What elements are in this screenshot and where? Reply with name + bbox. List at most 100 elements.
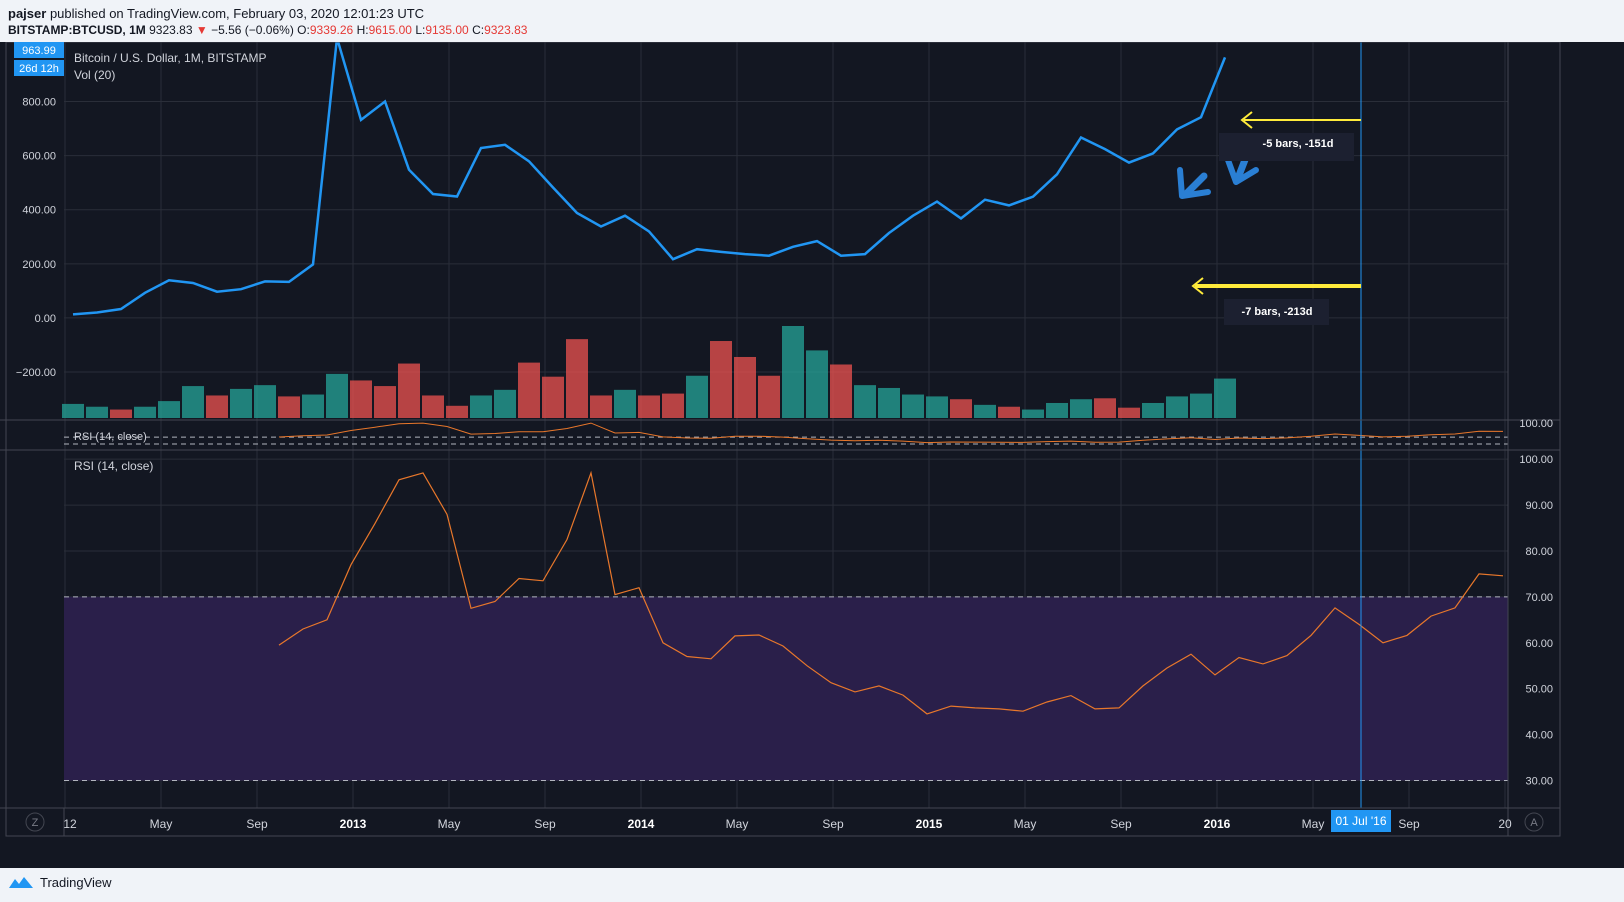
chart-container[interactable]: 800.00 600.00 400.00 200.00 0.00 −200.00 100.… [0, 37, 1624, 868]
price-tick-label: −200.00 [16, 367, 56, 379]
volume-bar [1046, 402, 1068, 418]
rsi-mini-line [278, 422, 1504, 444]
volume-bar [542, 376, 564, 418]
time-tick-label: 2014 [628, 817, 655, 831]
countdown-tag-text: 26d 12h [19, 63, 59, 75]
volume-bar [1070, 399, 1092, 418]
measure-label-1-bg [1219, 133, 1354, 161]
hand-arrowhead-2 [1225, 157, 1259, 185]
z-button[interactable] [25, 812, 45, 832]
volume-bar [950, 399, 972, 418]
rsi-line [278, 470, 1504, 715]
measure-label-2-bg [1224, 299, 1329, 325]
down-arrow-icon: ▼ [195, 23, 208, 37]
volume-bar [926, 396, 948, 418]
measure-label-2[interactable]: -7 bars, -213d [1242, 306, 1313, 318]
low-value: 9135.00 [425, 23, 469, 37]
rsi-axis[interactable]: 100.00 90.00 80.00 70.00 60.00 50.00 40.00 30.0… [1519, 418, 1553, 787]
price-axis[interactable]: 800.00 600.00 400.00 200.00 0.00 −200.00 [16, 97, 56, 380]
auto-scale-label[interactable]: A [1530, 817, 1538, 829]
volume-bar [854, 385, 876, 418]
time-tick-label: May [1302, 817, 1325, 831]
volume-bar [590, 395, 612, 418]
rsi-mini-legend[interactable]: RSI (14, close) [74, 431, 147, 443]
rsi-tick-label: 90.00 [1525, 500, 1553, 512]
volume-bar [758, 375, 780, 418]
brand-name: TradingView [40, 874, 112, 890]
volume-bar [1118, 407, 1140, 418]
open-label: O: [297, 23, 310, 37]
volume-bar [710, 341, 732, 418]
volume-bar [446, 405, 468, 418]
cursor-date-tag [1331, 810, 1391, 832]
volume-bar [1190, 393, 1212, 418]
last-price-tag [14, 42, 64, 58]
rsi-tick-label: 100.00 [1519, 454, 1553, 466]
volume-bar [686, 375, 708, 418]
time-tick-label: May [1014, 817, 1037, 831]
series-legend-title[interactable]: Bitcoin / U.S. Dollar, 1M, BITSTAMP [74, 51, 267, 65]
volume-legend[interactable]: Vol (20) [74, 68, 115, 82]
price-tick-label: 0.00 [35, 313, 56, 325]
volume-bar [734, 356, 756, 418]
time-tick-label: 2013 [340, 817, 367, 831]
time-tick-label: 12 [63, 817, 77, 831]
volume-bar [302, 394, 324, 418]
price-tick-label: 600.00 [22, 151, 56, 163]
ohlc-line: BITSTAMP:BTCUSD, 1M 9323.83 ▼ −5.56 (−0.… [8, 23, 527, 37]
volume-bar [902, 394, 924, 418]
time-tick-label: Sep [246, 817, 268, 831]
pane-borders [0, 41, 1561, 837]
time-tick-label: Sep [534, 817, 556, 831]
time-tick-label: 2015 [916, 817, 943, 831]
volume-bar [374, 386, 396, 418]
time-tick-label: Sep [822, 817, 844, 831]
price-line [72, 37, 1227, 316]
volume-bar [398, 363, 420, 418]
volume-bar [662, 393, 684, 418]
price-tick-label: 800.00 [22, 97, 56, 109]
volume-bar [422, 395, 444, 418]
high-label: H: [356, 23, 369, 37]
z-button-label[interactable]: Z [32, 817, 39, 829]
volume-bar [782, 326, 804, 418]
drawing-annotations[interactable] [1177, 111, 1361, 295]
volume-bar [1142, 402, 1164, 418]
volume-bars [62, 326, 1236, 418]
volume-bar [830, 364, 852, 418]
last-price-tag-text: 963.99 [22, 45, 56, 57]
volume-bar [230, 388, 252, 418]
volume-bar [1094, 398, 1116, 418]
footer-branding[interactable]: TradingView [8, 872, 112, 892]
open-value: 9339.26 [309, 23, 354, 37]
rsi-tick-label: 40.00 [1525, 730, 1553, 742]
rsi-tick-label: 60.00 [1525, 638, 1553, 650]
volume-bar [470, 395, 492, 418]
countdown-tag [14, 60, 64, 76]
chart-svg[interactable]: 800.00 600.00 400.00 200.00 0.00 −200.00 100.… [0, 37, 1624, 868]
volume-bar [158, 401, 180, 418]
time-tick-label: Sep [1110, 817, 1132, 831]
measure-label-1[interactable]: -5 bars, -151d [1263, 138, 1334, 150]
author-name[interactable]: pajser [8, 6, 47, 21]
rsi-tick-label: 50.00 [1525, 684, 1553, 696]
rsi-legend[interactable]: RSI (14, close) [74, 459, 153, 473]
volume-bar [806, 350, 828, 418]
tradingview-logo-icon [9, 877, 33, 888]
publish-info: published on TradingView.com, February 0… [49, 6, 425, 21]
volume-bar [878, 387, 900, 418]
volume-bar [974, 404, 996, 418]
time-tick-label: Sep [1398, 817, 1420, 831]
measure-arrowhead-2 [1191, 277, 1204, 295]
time-axis[interactable]: 12 May Sep 2013 May Sep 2014 May Sep 2015 May Sep 20… [63, 817, 1512, 831]
rsi-mini-tick-label: 100.00 [1519, 418, 1553, 430]
volume-bar [494, 389, 516, 418]
symbol-label[interactable]: BITSTAMP:BTCUSD, 1M [8, 23, 146, 37]
time-tick-label: 20 [1498, 817, 1512, 831]
volume-bar [278, 396, 300, 418]
price-tick-label: 400.00 [22, 205, 56, 217]
auto-scale-button[interactable] [1524, 812, 1544, 832]
volume-bar [638, 395, 660, 418]
hand-arrowhead-1 [1177, 167, 1211, 199]
rsi-tick-label: 80.00 [1525, 546, 1553, 558]
